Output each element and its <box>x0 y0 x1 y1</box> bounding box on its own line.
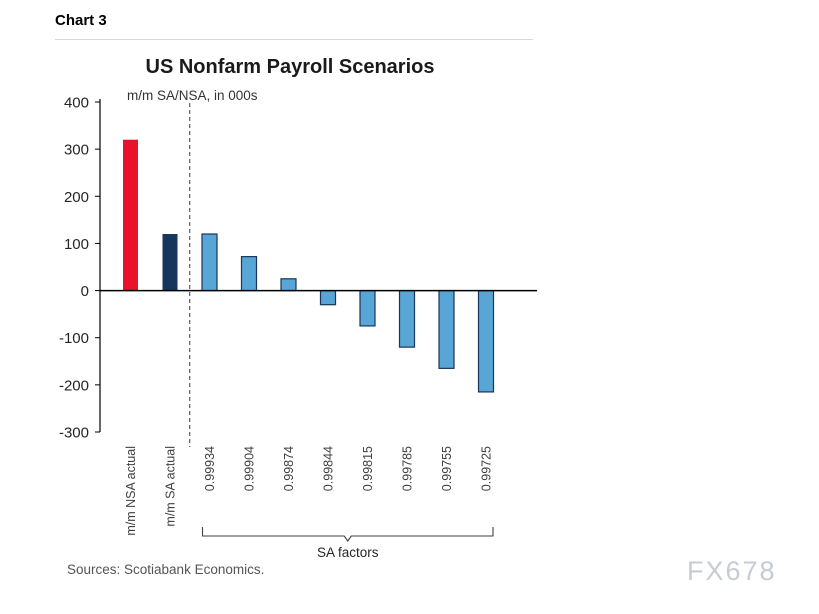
bar-0-99934 <box>201 233 218 292</box>
bar-0-99874 <box>280 278 297 292</box>
bar-0-99844 <box>319 289 337 306</box>
x-category-label: 0.99934 <box>203 446 217 491</box>
bar-0-99725 <box>477 289 495 393</box>
x-category-label: m/m SA actual <box>164 446 178 527</box>
watermark-fx678: FX678 <box>687 556 777 586</box>
chart-title: US Nonfarm Payroll Scenarios <box>145 56 435 78</box>
y-tick-label: 300 <box>64 142 89 159</box>
bar-0-99785 <box>398 289 416 348</box>
sa-factors-bracket <box>201 527 494 542</box>
y-tick-label: -200 <box>59 377 89 394</box>
chart-heading: Chart 3 <box>55 12 533 40</box>
x-category-label: 0.99844 <box>322 446 336 491</box>
sa-factors-group-label: SA factors <box>317 545 379 560</box>
bar-m-m-nsa-actual <box>123 139 138 291</box>
x-category-label: 0.99874 <box>282 446 296 491</box>
x-category-label: 0.99725 <box>480 446 494 491</box>
y-tick-label: 200 <box>64 189 89 206</box>
bar-0-99815 <box>359 289 376 327</box>
bar-0-99755 <box>438 289 455 369</box>
y-tick-label: -100 <box>59 330 89 347</box>
x-category-label: 0.99785 <box>401 446 415 491</box>
bar-m-m-sa-actual <box>162 234 178 291</box>
x-category-label: 0.99755 <box>440 446 454 491</box>
sources-note: Sources: Scotiabank Economics. <box>67 562 265 577</box>
y-tick-label: 400 <box>64 95 89 112</box>
y-tick-label: -300 <box>59 425 89 442</box>
bar-0-99904 <box>240 256 258 292</box>
x-category-label: m/m NSA actual <box>124 446 138 536</box>
x-category-label: 0.99815 <box>361 446 375 491</box>
y-tick-label: 0 <box>81 283 89 300</box>
chart-subtitle: m/m SA/NSA, in 000s <box>127 88 258 103</box>
y-tick-label: 100 <box>64 236 89 253</box>
x-category-label: 0.99904 <box>243 446 257 491</box>
